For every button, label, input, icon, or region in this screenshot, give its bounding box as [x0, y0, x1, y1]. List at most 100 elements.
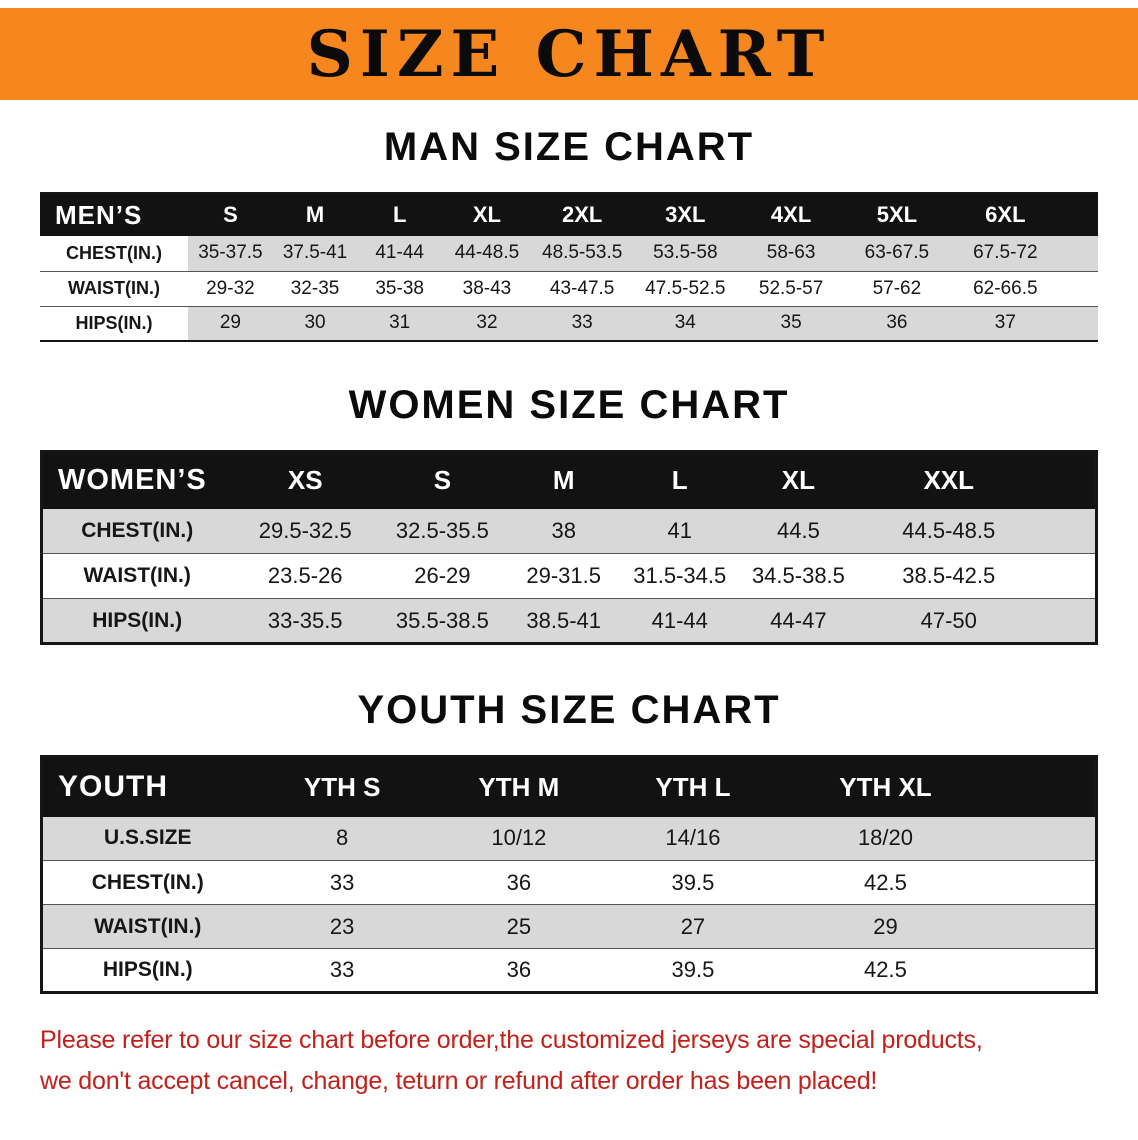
size-column-header: L: [357, 193, 442, 236]
youth-size-table: YOUTH YTH S YTH M YTH L YTH XL U.S.SIZE 8 10/12…: [40, 755, 1098, 994]
size-column-header: YTH S: [252, 756, 432, 817]
size-cell: 29: [779, 904, 991, 949]
size-column-header: YTH M: [431, 756, 606, 817]
size-cell: 8: [252, 816, 432, 861]
size-cell: 32.5-35.5: [379, 508, 506, 554]
size-cell: 33: [531, 306, 633, 342]
row-label: HIPS(IN.): [41, 948, 253, 993]
size-cell: 14/16: [605, 816, 780, 861]
row-filler: [990, 816, 1097, 861]
size-cell: 44-47: [737, 598, 860, 644]
row-filler: [1060, 271, 1098, 307]
size-cell: 36: [844, 306, 950, 342]
table-header-row: WOMEN’S XS S M L XL XXL: [41, 451, 1097, 509]
size-column-header: 5XL: [844, 193, 950, 236]
size-cell: 47-50: [859, 598, 1039, 644]
size-column-header: XL: [737, 451, 860, 509]
size-column-header: L: [621, 451, 738, 509]
size-cell: 38-43: [441, 271, 532, 307]
size-column-header: 6XL: [949, 193, 1061, 236]
table-row: HIPS(IN.) 33-35.5 35.5-38.5 38.5-41 41-44 44-…: [41, 598, 1097, 644]
size-cell: 26-29: [379, 553, 506, 599]
row-label: CHEST(IN.): [40, 236, 189, 272]
size-cell: 25: [431, 904, 606, 949]
size-cell: 44-48.5: [441, 236, 532, 272]
table-header-row: YOUTH YTH S YTH M YTH L YTH XL: [41, 756, 1097, 817]
women-size-section: WOMEN SIZE CHART WOMEN’S XS S M L XL XXL CHEST(…: [0, 382, 1138, 645]
size-cell: 34.5-38.5: [737, 553, 860, 599]
row-filler: [990, 904, 1097, 949]
size-cell: 36: [431, 948, 606, 993]
size-cell: 57-62: [844, 271, 950, 307]
size-cell: 10/12: [431, 816, 606, 861]
size-cell: 41-44: [357, 236, 442, 272]
table-header-label: MEN’S: [40, 193, 189, 236]
row-filler: [1060, 306, 1098, 342]
size-column-header: XL: [441, 193, 532, 236]
size-cell: 47.5-52.5: [632, 271, 739, 307]
size-cell: 23: [252, 904, 432, 949]
size-cell: 52.5-57: [738, 271, 844, 307]
size-cell: 37: [949, 306, 1061, 342]
size-column-header: S: [188, 193, 273, 236]
size-cell: 29-31.5: [505, 553, 622, 599]
table-row: HIPS(IN.) 33 36 39.5 42.5: [41, 948, 1097, 993]
size-column-header: 4XL: [738, 193, 844, 236]
size-cell: 27: [605, 904, 780, 949]
size-cell: 35-38: [357, 271, 442, 307]
size-chart-page: SIZE CHART MAN SIZE CHART MEN’S S M L XL 2XL 3…: [0, 8, 1138, 1103]
size-cell: 35.5-38.5: [379, 598, 506, 644]
row-filler: [1038, 598, 1097, 644]
size-cell: 41-44: [621, 598, 738, 644]
size-cell: 33: [252, 948, 432, 993]
size-cell: 23.5-26: [231, 553, 380, 599]
size-cell: 34: [632, 306, 739, 342]
table-row: WAIST(IN.) 29-32 32-35 35-38 38-43 43-47.5 47.…: [40, 271, 1098, 307]
size-cell: 32-35: [272, 271, 358, 307]
size-cell: 32: [441, 306, 532, 342]
size-cell: 44.5: [737, 508, 860, 554]
women-size-table: WOMEN’S XS S M L XL XXL CHEST(IN.) 29.5-32.5 32.5…: [40, 450, 1098, 645]
size-cell: 29: [188, 306, 273, 342]
row-filler: [1038, 553, 1097, 599]
page-title: SIZE CHART: [306, 16, 832, 92]
size-cell: 29.5-32.5: [231, 508, 380, 554]
size-column-header: M: [272, 193, 358, 236]
size-cell: 31: [357, 306, 442, 342]
size-cell: 18/20: [779, 816, 991, 861]
size-cell: 63-67.5: [844, 236, 950, 272]
row-label: HIPS(IN.): [40, 306, 189, 342]
row-label: WAIST(IN.): [40, 271, 189, 307]
size-cell: 33-35.5: [231, 598, 380, 644]
size-cell: 39.5: [605, 948, 780, 993]
size-cell: 37.5-41: [272, 236, 358, 272]
size-cell: 62-66.5: [949, 271, 1061, 307]
size-cell: 42.5: [779, 948, 991, 993]
size-cell: 38.5-41: [505, 598, 622, 644]
row-filler: [990, 948, 1097, 993]
notice-line-2: we don't accept cancel, change, teturn o…: [40, 1067, 878, 1096]
size-cell: 35: [738, 306, 844, 342]
size-cell: 30: [272, 306, 358, 342]
table-row: CHEST(IN.) 35-37.5 37.5-41 41-44 44-48.5 48.5…: [40, 236, 1098, 272]
size-column-header: XS: [231, 451, 380, 509]
size-cell: 36: [431, 860, 606, 905]
size-column-header: 3XL: [632, 193, 739, 236]
row-label: WAIST(IN.): [41, 904, 253, 949]
banner: SIZE CHART: [0, 8, 1138, 100]
header-filler: [1060, 193, 1098, 236]
size-column-header: 2XL: [531, 193, 633, 236]
size-column-header: S: [379, 451, 506, 509]
table-header-row: MEN’S S M L XL 2XL 3XL 4XL 5XL 6XL: [40, 193, 1098, 236]
table-row: HIPS(IN.) 29 30 31 32 33 34 35 36 37: [40, 306, 1098, 342]
size-cell: 53.5-58: [632, 236, 739, 272]
men-size-section: MAN SIZE CHART MEN’S S M L XL 2XL 3XL 4XL 5XL 6XL…: [0, 124, 1138, 342]
size-cell: 58-63: [738, 236, 844, 272]
row-label: CHEST(IN.): [41, 860, 253, 905]
size-cell: 39.5: [605, 860, 780, 905]
size-cell: 67.5-72: [949, 236, 1061, 272]
youth-section-heading: YOUTH SIZE CHART: [357, 688, 781, 732]
size-column-header: YTH XL: [779, 756, 991, 817]
row-filler: [990, 860, 1097, 905]
row-label: WAIST(IN.): [41, 553, 232, 599]
